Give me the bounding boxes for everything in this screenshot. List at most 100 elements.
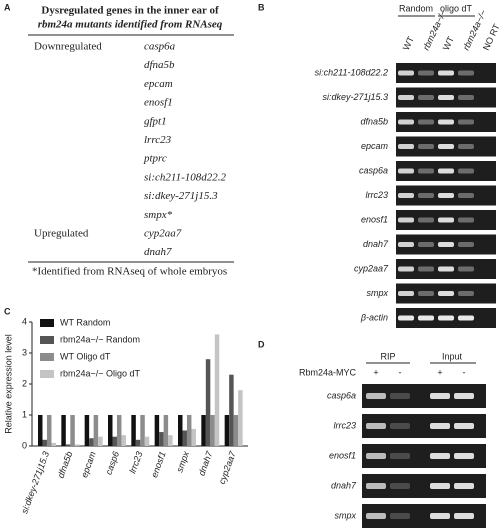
bar [229, 374, 234, 446]
band [418, 144, 434, 149]
bar [159, 432, 164, 446]
band [398, 168, 414, 174]
bar [46, 415, 52, 446]
band [418, 70, 434, 76]
bar [154, 415, 160, 446]
bar [214, 334, 220, 446]
band [458, 242, 474, 247]
sign: + [437, 367, 442, 377]
header: Input [442, 351, 463, 361]
y-tick-label: 3 [22, 347, 27, 357]
band [438, 70, 454, 76]
gene-label: lrrc23 [365, 190, 388, 200]
bar [116, 415, 122, 446]
legend-swatch [40, 353, 54, 361]
gene-label: enosf1 [361, 214, 388, 224]
x-tick-label: lrrc23 [127, 450, 144, 475]
band [418, 291, 434, 296]
band [438, 119, 454, 125]
bar [144, 436, 150, 446]
band [458, 144, 474, 149]
bar [140, 415, 145, 446]
legend-swatch [40, 370, 54, 378]
bar [168, 435, 173, 446]
band [430, 453, 450, 459]
band [398, 291, 414, 296]
band [398, 217, 414, 223]
bar [191, 428, 196, 446]
band [438, 315, 454, 321]
band [430, 513, 450, 519]
x-tick-label: epcam [79, 450, 98, 479]
band [454, 513, 474, 519]
bar [201, 415, 206, 446]
header: oligo dT [440, 3, 473, 13]
sign: - [463, 367, 466, 377]
band [458, 315, 474, 321]
bar [163, 415, 169, 446]
footnote: *Identified from RNAseq of whole embryos [32, 266, 227, 278]
band [398, 315, 414, 321]
bar [38, 415, 43, 446]
bar [108, 415, 113, 446]
x-tick-label: smpx [174, 450, 191, 474]
legend-label: rbm24a−/− Oligo dT [60, 368, 141, 378]
lane-label: NO RT [481, 22, 500, 52]
gene-label: cyp2aa7 [354, 263, 389, 273]
band [418, 266, 434, 272]
bar [238, 390, 243, 446]
band [418, 242, 434, 247]
band [458, 193, 474, 198]
lane-label: WT [441, 34, 456, 51]
band [390, 423, 410, 429]
bar [84, 415, 90, 446]
band [430, 423, 450, 429]
gene-name: si:ch211-108d22.2 [144, 171, 226, 183]
sign: - [399, 367, 402, 377]
gene-name: si:dkey-271j15.3 [144, 190, 218, 202]
panel-label: D [258, 339, 265, 349]
gene-label: si:ch211-108d22.2 [315, 67, 388, 77]
bar [135, 439, 141, 446]
band [398, 242, 414, 247]
gene-label: lrrc23 [333, 420, 356, 430]
band [390, 393, 410, 399]
legend-label: WT Oligo dT [60, 351, 111, 361]
x-tick-label: casp6 [103, 450, 121, 476]
band [438, 144, 454, 149]
band [454, 453, 474, 459]
table-title: rbm24a mutants identified from RNAseq [38, 19, 223, 31]
x-tick-label: dfna5b [56, 450, 75, 479]
bar [98, 436, 103, 446]
band [438, 266, 454, 272]
band [458, 168, 474, 174]
band [418, 168, 434, 174]
gene-name: cyp2aa7 [144, 228, 182, 240]
bar [112, 436, 117, 446]
bar [131, 415, 136, 446]
band [398, 95, 414, 100]
band [366, 513, 386, 519]
y-tick-label: 4 [22, 316, 27, 326]
panel-label: C [4, 306, 11, 316]
gene-label: enosf1 [329, 450, 356, 460]
band [418, 95, 434, 100]
band [418, 217, 434, 223]
band [454, 483, 474, 489]
panel-label: B [258, 2, 265, 12]
gene-name: epcam [144, 78, 173, 90]
gene-label: dfna5b [360, 116, 388, 126]
bar [210, 415, 215, 446]
gene-name: casp6a [144, 41, 176, 53]
band [398, 193, 414, 198]
gene-label: smpx [334, 510, 356, 520]
band [366, 393, 386, 399]
gene-name: dnah7 [144, 246, 172, 258]
gene-label: casp6a [327, 390, 356, 400]
bar [42, 439, 47, 446]
gene-name: dfna5b [144, 59, 175, 71]
band [398, 70, 414, 76]
band [458, 119, 474, 125]
gene-name: lrrc23 [144, 134, 172, 146]
